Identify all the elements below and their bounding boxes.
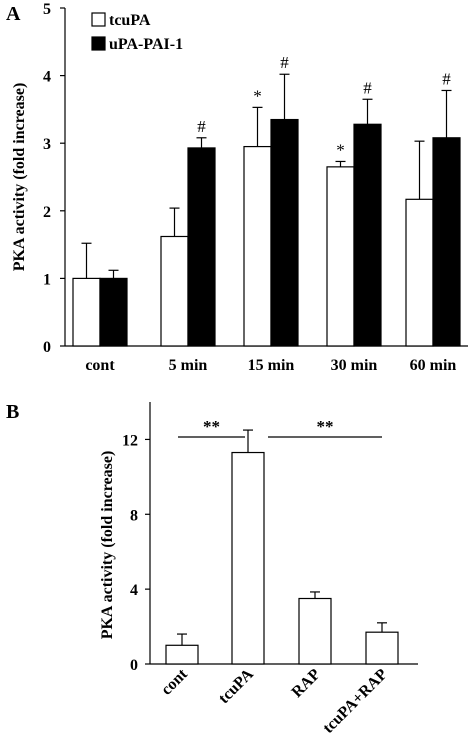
error-bar-tcupa-15-min [252,106,263,147]
error-bar-upa-pai-1-30-min [362,98,373,125]
error-bar-cont [177,633,187,646]
panel-b-y-axis-title: PKA activity (fold increase) [99,451,116,640]
error-bar-tcupa-60-min [414,140,425,200]
annotation-star-15-min: * [253,86,262,105]
error-bar-tcupa [243,429,253,453]
legend-label-upa-pai-1: uPA-PAI-1 [109,36,183,53]
error-bar-tcupa-cont [81,242,92,279]
legend-label-tcupa: tcuPA [109,12,151,29]
panel-a-x-tick-labels: cont 5 min 15 min 30 min 60 min [85,357,456,374]
panel-b-y-ticks: 0 4 8 12 [122,432,150,674]
panel-b: B PKA activity (fold increase) 0 4 8 12 con… [6,401,418,737]
bar-tcupa-cont [72,277,101,347]
bar-tcupa [231,451,265,665]
bar-cont [165,644,199,665]
legend-swatch-tcupa [91,12,106,27]
panel-a-x-tick-60-min: 60 min [410,357,457,374]
panel-b-x-tick-tcupa: tcuPA [215,665,257,707]
panel-b-x-tick-cont: cont [158,665,191,698]
error-bar-upa-pai-1-15-min [279,73,290,120]
panel-a-x-tick-5-min: 5 min [169,357,208,374]
panel-a-bars [72,73,461,347]
error-bar-upa-pai-1-60-min [441,89,452,138]
panel-a-y-tick-label: 5 [43,1,51,18]
panel-b-x-tick-tcupa-rap: tcuPA+RAP [320,666,391,737]
panel-a-label: A [6,3,21,25]
annotation-hash-30-min: # [363,78,372,97]
panel-b-significance: ** ** [178,417,382,438]
error-bar-tcupa-30-min [335,160,346,167]
panel-a-y-tick-label: 0 [43,339,51,356]
panel-b-x-tick-rap: RAP [289,666,324,701]
panel-a-y-tick-label: 4 [43,69,51,86]
error-bar-upa-pai-1-cont [108,269,119,279]
panel-a: A PKA activity (fold increase) 0 1 2 3 4 5 co… [6,1,468,374]
bar-upa-pai-1-5-min [187,147,216,347]
error-bar-tcupa-rap [377,622,387,633]
panel-b-bars [165,429,399,665]
significance-label-tcupa-tcupa-rap: ** [317,417,334,436]
panel-a-x-tick-cont: cont [85,357,115,374]
bar-tcupa-15-min [243,145,272,347]
bar-upa-pai-1-60-min [432,137,461,347]
bar-tcupa-5-min [160,235,189,347]
annotation-hash-5-min: # [197,117,206,136]
panel-a-y-ticks: 0 1 2 3 4 5 [43,1,65,356]
bar-upa-pai-1-30-min [353,123,382,347]
annotation-star-30-min: * [336,140,345,159]
bar-tcupa-rap [365,631,399,665]
error-bar-tcupa-5-min [169,207,180,237]
bar-upa-pai-1-15-min [270,118,299,347]
panel-b-y-tick-label: 8 [130,507,138,524]
panel-a-x-tick-15-min: 15 min [248,357,295,374]
panel-b-label: B [6,401,19,423]
bar-tcupa-30-min [326,166,355,347]
bar-tcupa-60-min [405,198,434,347]
panel-a-y-tick-label: 2 [43,204,51,221]
panel-b-y-tick-label: 12 [122,432,138,449]
panel-a-x-tick-30-min: 30 min [331,357,378,374]
panel-a-annotations: # * # * # # [197,53,451,159]
legend: tcuPA uPA-PAI-1 [91,12,183,53]
annotation-hash-15-min: # [280,53,289,72]
error-bar-upa-pai-1-5-min [196,137,207,148]
annotation-hash-60-min: # [442,69,451,88]
bar-upa-pai-1-cont [99,277,128,347]
error-bar-rap [310,591,320,599]
panel-a-y-axis-title: PKA activity (fold increase) [11,83,28,272]
significance-label-cont-tcupa: ** [203,417,220,436]
panel-a-y-tick-label: 3 [43,136,51,153]
panel-b-y-tick-label: 0 [130,657,138,674]
panel-b-y-tick-label: 4 [130,582,138,599]
bar-rap [298,597,332,665]
legend-swatch-upa-pai-1 [91,36,106,51]
panel-a-y-tick-label: 1 [43,271,51,288]
